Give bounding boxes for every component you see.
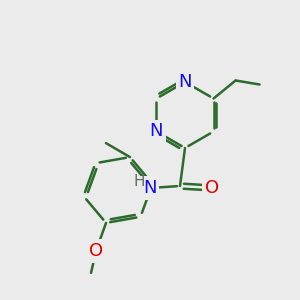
Text: H: H [133,173,145,188]
Text: O: O [89,242,103,260]
Text: N: N [150,122,163,140]
Text: O: O [205,179,219,197]
Text: N: N [178,73,192,91]
Text: N: N [143,179,157,197]
